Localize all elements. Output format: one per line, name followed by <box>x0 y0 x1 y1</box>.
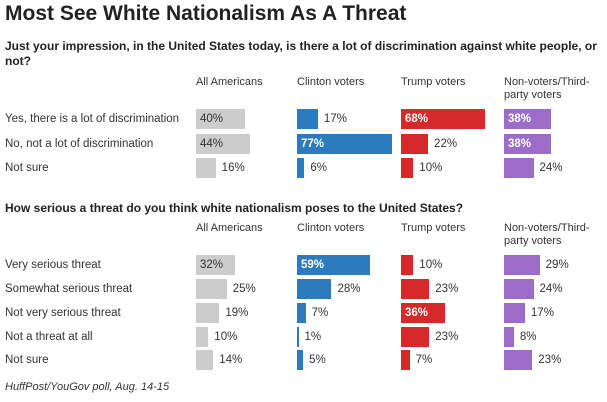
bar-all-americans <box>196 255 236 275</box>
bar-non-voters-third-party-voters <box>504 134 551 154</box>
bar-clinton-voters <box>297 134 392 154</box>
value-label: 38% <box>508 138 532 150</box>
value-label: 23% <box>435 283 459 295</box>
bar-trump-voters <box>401 303 446 323</box>
value-label: 38% <box>508 113 532 125</box>
value-label: 28% <box>337 283 361 295</box>
value-label: 16% <box>221 162 245 174</box>
value-label: 59% <box>301 259 325 271</box>
value-label: 7% <box>415 354 433 366</box>
value-label: 32% <box>200 259 224 271</box>
value-label: 17% <box>530 307 554 319</box>
column-header-clinton-voters: Clinton voters <box>297 76 365 88</box>
bar-non-voters-third-party-voters <box>504 350 533 370</box>
question-1: Just your impression, in the United Stat… <box>5 39 597 68</box>
row-label: Not sure <box>5 354 49 366</box>
value-label: 24% <box>539 162 563 174</box>
bar-all-americans <box>196 109 246 129</box>
bar-non-voters-third-party-voters <box>504 255 540 275</box>
row-label: Yes, there is a lot of discrimination <box>5 113 180 125</box>
value-label: 10% <box>214 331 238 343</box>
value-label: 23% <box>538 354 562 366</box>
bar-clinton-voters <box>297 255 370 275</box>
value-label: 14% <box>219 354 243 366</box>
value-label: 44% <box>200 138 224 150</box>
row-label: Not very serious threat <box>5 307 121 319</box>
bar-clinton-voters <box>297 279 332 299</box>
value-label: 10% <box>419 162 443 174</box>
bar-clinton-voters <box>297 303 306 323</box>
value-label: 40% <box>200 113 224 125</box>
column-header-all-americans: All Americans <box>196 76 263 88</box>
row-label: Not sure <box>5 162 49 174</box>
bar-trump-voters <box>401 279 430 299</box>
bar-all-americans <box>196 134 251 154</box>
value-label: 29% <box>545 259 569 271</box>
source-note: HuffPost/YouGov poll, Aug. 14-15 <box>5 381 170 393</box>
row-label: Very serious threat <box>5 259 101 271</box>
bar-all-americans <box>196 303 220 323</box>
chart-title: Most See White Nationalism As A Threat <box>5 2 407 25</box>
value-label: 1% <box>304 331 322 343</box>
column-header-non-voters-third-party-voters: Non-voters/Third-party voters <box>504 76 590 101</box>
row-label: Somewhat serious threat <box>5 283 133 295</box>
value-label: 24% <box>539 283 563 295</box>
column-header-clinton-voters: Clinton voters <box>297 222 365 234</box>
bar-all-americans <box>196 158 216 178</box>
value-label: 7% <box>311 307 329 319</box>
bar-trump-voters <box>401 134 429 154</box>
value-label: 77% <box>301 138 325 150</box>
bar-clinton-voters <box>297 350 304 370</box>
column-header-all-americans: All Americans <box>196 222 263 234</box>
bar-non-voters-third-party-voters <box>504 279 534 299</box>
bar-trump-voters <box>401 327 430 347</box>
bar-all-americans <box>196 327 209 347</box>
bar-all-americans <box>196 279 227 299</box>
bar-trump-voters <box>401 158 414 178</box>
bar-trump-voters <box>401 350 410 370</box>
bar-non-voters-third-party-voters <box>504 158 534 178</box>
column-header-non-voters-third-party-voters: Non-voters/Third-party voters <box>504 222 590 247</box>
value-label: 22% <box>434 138 458 150</box>
bar-clinton-voters <box>297 109 318 129</box>
value-label: 25% <box>232 283 256 295</box>
value-label: 17% <box>323 113 347 125</box>
value-label: 5% <box>309 354 326 366</box>
bar-clinton-voters <box>297 158 305 178</box>
value-label: 68% <box>405 113 429 125</box>
column-header-trump-voters: Trump voters <box>401 76 466 88</box>
bar-non-voters-third-party-voters <box>504 109 551 129</box>
row-label: Not a threat at all <box>5 331 93 343</box>
value-label: 19% <box>225 307 249 319</box>
row-label: No, not a lot of discrimination <box>5 138 154 150</box>
value-label: 23% <box>435 331 459 343</box>
bar-all-americans <box>196 350 214 370</box>
bar-non-voters-third-party-voters <box>504 303 525 323</box>
bar-clinton-voters <box>297 327 299 347</box>
bar-trump-voters <box>401 255 414 275</box>
value-label: 36% <box>405 307 429 319</box>
value-label: 6% <box>310 162 327 174</box>
question-2: How serious a threat do you think white … <box>5 201 464 215</box>
value-label: 10% <box>419 259 443 271</box>
bar-trump-voters <box>401 109 485 129</box>
value-label: 8% <box>519 331 537 343</box>
bar-non-voters-third-party-voters <box>504 327 514 347</box>
column-header-trump-voters: Trump voters <box>401 222 466 234</box>
